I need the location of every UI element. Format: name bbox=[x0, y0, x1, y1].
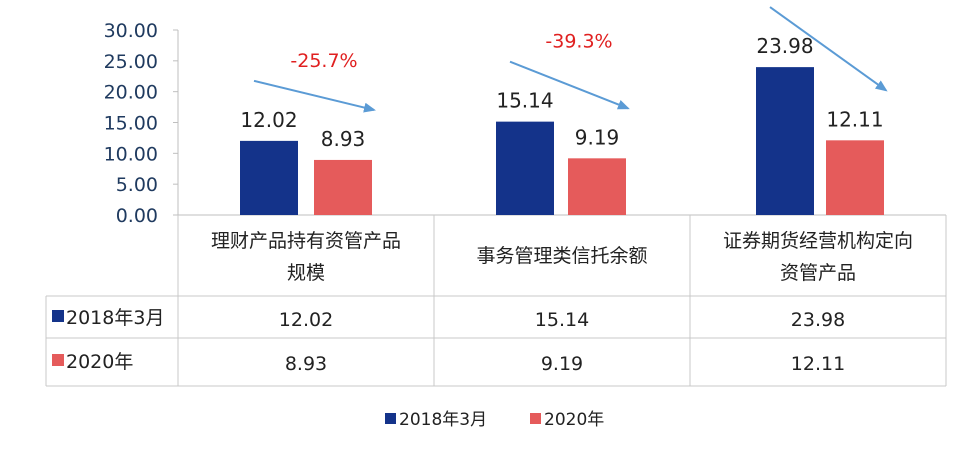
y-tick-label: 30.00 bbox=[104, 20, 158, 42]
table-series-swatch bbox=[52, 354, 64, 366]
bar-2018 bbox=[756, 67, 814, 215]
bar-2020 bbox=[568, 158, 626, 215]
trend-arrow bbox=[769, 6, 888, 92]
change-label: -25.7% bbox=[290, 50, 357, 72]
bar-value-label: 15.14 bbox=[496, 89, 553, 113]
bar-value-label: 12.11 bbox=[826, 107, 883, 131]
table-cell-value: 9.19 bbox=[541, 353, 583, 375]
y-tick-label: 15.00 bbox=[104, 113, 158, 135]
table-cell-value: 23.98 bbox=[791, 309, 845, 331]
bar-value-label: 9.19 bbox=[575, 125, 620, 149]
table-cell-value: 12.11 bbox=[791, 353, 845, 375]
trend-arrow bbox=[253, 79, 376, 113]
y-tick-label: 10.00 bbox=[104, 143, 158, 165]
category-label: 理财产品持有资管产品 bbox=[211, 230, 401, 252]
bar-value-label: 23.98 bbox=[756, 34, 813, 58]
bar-2020 bbox=[826, 140, 884, 215]
table-cell-value: 8.93 bbox=[285, 353, 327, 375]
bar-2018 bbox=[496, 121, 554, 215]
y-tick-label: 5.00 bbox=[116, 174, 158, 196]
table-cell-value: 12.02 bbox=[279, 309, 333, 331]
category-label: 资管产品 bbox=[780, 262, 856, 284]
legend-swatch bbox=[530, 413, 541, 424]
table-series-name: 2020年 bbox=[66, 351, 133, 373]
bar-value-label: 12.02 bbox=[240, 108, 297, 132]
legend-swatch bbox=[385, 413, 396, 424]
table-series-swatch bbox=[52, 310, 64, 322]
trend-arrow bbox=[509, 60, 630, 110]
bar-2020 bbox=[314, 159, 372, 215]
y-tick-label: 0.00 bbox=[116, 205, 158, 227]
category-label: 规模 bbox=[287, 262, 325, 284]
table-series-name: 2018年3月 bbox=[66, 307, 164, 329]
legend-label: 2020年 bbox=[544, 410, 604, 430]
legend-label: 2018年3月 bbox=[399, 410, 487, 430]
table-cell-value: 15.14 bbox=[535, 309, 589, 331]
bar-2018 bbox=[240, 140, 298, 215]
category-label: 事务管理类信托余额 bbox=[476, 245, 647, 267]
y-tick-label: 25.00 bbox=[104, 51, 158, 73]
category-label: 证券期货经营机构定向 bbox=[723, 230, 913, 252]
change-label: -39.3% bbox=[545, 31, 612, 53]
bar-value-label: 8.93 bbox=[321, 127, 366, 151]
y-tick-label: 20.00 bbox=[104, 82, 158, 104]
